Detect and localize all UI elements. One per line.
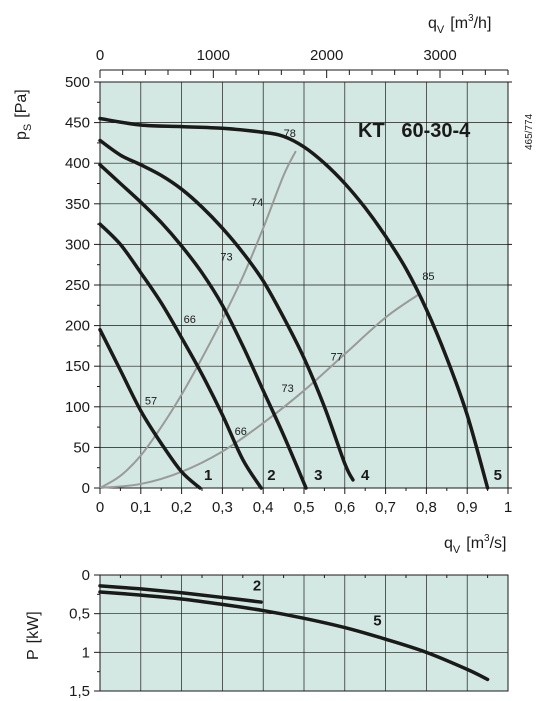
y-tick-label: 100 [65, 399, 90, 416]
curve-label: 2 [267, 467, 275, 484]
power-ticks: 0 0,5 1 1,5 [69, 567, 489, 700]
efficiency-line [99, 150, 297, 489]
curve-2 [98, 222, 263, 490]
x-tick-label: 0,9 [457, 499, 478, 516]
curve-5 [98, 116, 490, 490]
top-axis-label: qV [m3/h] [428, 13, 491, 36]
x-tick-label: 1 [504, 499, 512, 516]
pressure-curves: 1 2 3 4 5 [98, 116, 502, 490]
y-tick-label: 300 [65, 236, 90, 253]
top-tick-label: 0 [96, 47, 104, 64]
efficiency-label: 57 [145, 395, 157, 407]
y-tick-label: 150 [65, 358, 90, 375]
efficiency-label: 73 [282, 383, 294, 395]
power-curve-label: 2 [253, 577, 261, 594]
power-y-label: P[kW] [25, 611, 42, 660]
x-tick-label: 0,5 [294, 499, 315, 516]
y-tick-label: 500 [65, 74, 90, 91]
y-tick-label: 0 [82, 480, 90, 497]
power-grid [99, 574, 509, 692]
curve-label: 3 [314, 467, 322, 484]
efficiency-label: 85 [422, 271, 434, 283]
x-tick-label: 0,1 [130, 499, 151, 516]
x-tick-label: 0,7 [375, 499, 396, 516]
curve-label: 1 [204, 467, 212, 484]
top-tick-label: 3000 [423, 47, 456, 64]
efficiency-label: 66 [235, 426, 247, 438]
efficiency-label: 77 [331, 352, 343, 364]
y-tick-label: 400 [65, 155, 90, 172]
curve-3 [98, 163, 308, 490]
power-curve-label: 5 [373, 612, 381, 629]
chart-code: 465/774 [524, 113, 535, 150]
y-tick-label: 50 [73, 439, 90, 456]
x-tick-label: 0,8 [416, 499, 437, 516]
power-curve-2 [98, 584, 263, 604]
y-tick-label: 250 [65, 277, 90, 294]
chart-title: KT 60-30-4 [358, 120, 471, 142]
curve-4 [98, 138, 355, 482]
curve-label: 5 [494, 467, 502, 484]
power-curves: 25 [98, 577, 490, 682]
x-tick-label: 0,3 [212, 499, 233, 516]
x-tick-label: 0,4 [253, 499, 274, 516]
curve-label: 4 [361, 467, 370, 484]
efficiency-line [99, 293, 419, 489]
power-y-tick-label: 1,5 [69, 683, 90, 700]
main-ticks: 0 0,1 0,2 0,3 0,4 0,5 0,6 0,7 0,8 0,9 105010015020… [65, 47, 512, 516]
y-tick-label: 350 [65, 196, 90, 213]
y-axis-label: pS[Pa] [13, 89, 34, 140]
x-tick-label: 0,6 [334, 499, 355, 516]
x-tick-label: 0,2 [171, 499, 192, 516]
y-tick-label: 450 [65, 115, 90, 132]
efficiency-label: 73 [220, 252, 232, 264]
x-axis-label: qV [m3/s] [444, 533, 506, 556]
curve-1 [98, 327, 202, 490]
power-y-tick-label: 1 [82, 644, 90, 661]
efficiency-label: 66 [184, 314, 196, 326]
main-grid [99, 81, 509, 489]
top-tick-label: 1000 [197, 47, 230, 64]
x-tick-label: 0 [96, 499, 104, 516]
efficiency-label: 74 [251, 197, 263, 209]
power-y-tick-label: 0 [82, 567, 90, 584]
power-y-tick-label: 0,5 [69, 606, 90, 623]
y-tick-label: 200 [65, 318, 90, 335]
top-tick-label: 2000 [310, 47, 343, 64]
power-curve-5 [98, 590, 490, 682]
